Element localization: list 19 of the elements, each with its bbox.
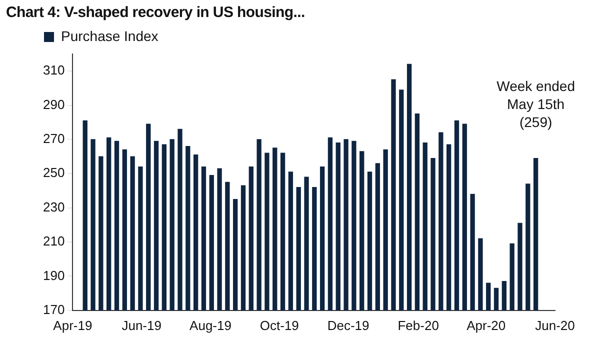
legend-label: Purchase Index bbox=[61, 28, 158, 44]
annotation: Week ended May 15th (259) bbox=[496, 78, 575, 130]
x-tick-label: Oct-19 bbox=[260, 318, 299, 333]
x-tick-label: Aug-19 bbox=[190, 318, 232, 333]
x-tick-label: Apr-19 bbox=[53, 318, 92, 333]
y-tick-label: 170 bbox=[42, 302, 65, 317]
y-tick-label: 270 bbox=[42, 131, 65, 146]
chart-title: Chart 4: V-shaped recovery in US housing... bbox=[5, 3, 306, 23]
y-tick-label: 230 bbox=[42, 199, 65, 214]
x-tick-label: Apr-20 bbox=[466, 318, 506, 333]
x-tick-label: Feb-20 bbox=[398, 318, 439, 333]
y-tick-label: 310 bbox=[42, 62, 65, 78]
y-tick-label: 250 bbox=[42, 165, 65, 180]
y-tick-label: 190 bbox=[42, 268, 65, 283]
x-tick-label: Dec-19 bbox=[327, 318, 370, 333]
x-tick-label: Jun-19 bbox=[122, 318, 162, 333]
x-tick-label: Jun-20 bbox=[535, 318, 575, 333]
y-tick-label: 210 bbox=[42, 234, 65, 249]
y-tick-label: 290 bbox=[42, 96, 65, 112]
